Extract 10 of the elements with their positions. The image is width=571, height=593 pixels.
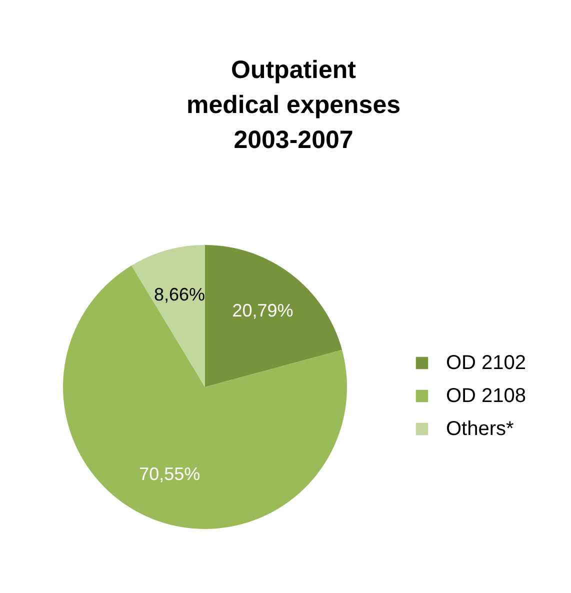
chart-title: Outpatient medical expenses 2003-2007: [186, 56, 401, 154]
data-label: 20,79%: [232, 300, 294, 321]
legend-label: OD 2108: [446, 385, 526, 407]
pie-slice: [205, 245, 342, 387]
data-label: 8,66%: [154, 284, 205, 304]
data-label: 70,55%: [139, 464, 200, 484]
legend-label: OD 2102: [446, 352, 526, 374]
pie-slice: [131, 245, 205, 387]
legend-label: Others*: [446, 418, 514, 440]
pie-slice: [63, 266, 347, 529]
